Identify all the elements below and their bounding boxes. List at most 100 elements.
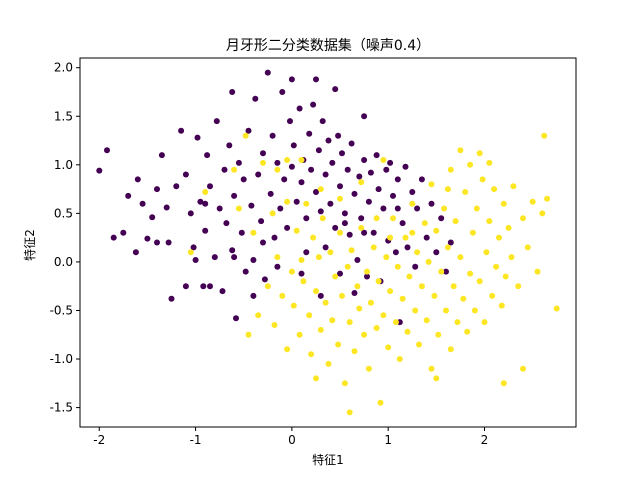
point-class1	[476, 150, 483, 157]
point-class0	[252, 95, 259, 102]
point-class1	[306, 312, 313, 319]
point-class1	[313, 288, 319, 295]
point-class0	[274, 263, 281, 270]
point-class1	[332, 273, 339, 280]
point-class0	[269, 132, 276, 139]
point-class0	[317, 208, 324, 215]
point-class1	[433, 375, 440, 382]
point-class1	[383, 254, 390, 261]
point-class0	[344, 166, 351, 173]
point-class1	[416, 341, 422, 348]
point-class1	[313, 375, 319, 382]
point-class1	[298, 257, 305, 263]
point-class1	[394, 263, 401, 270]
point-class0	[288, 76, 295, 83]
point-class1	[242, 132, 249, 139]
point-class1	[510, 183, 517, 190]
point-class1	[493, 263, 500, 270]
point-class1	[447, 166, 454, 173]
point-class1	[496, 234, 502, 241]
point-class1	[553, 305, 560, 312]
point-class0	[240, 176, 247, 183]
point-class0	[182, 283, 189, 290]
point-class0	[202, 200, 209, 207]
point-class0	[165, 239, 172, 246]
y-tick-label: 1.0	[54, 158, 73, 172]
point-class0	[313, 189, 319, 195]
point-class0	[325, 137, 332, 144]
point-class1	[231, 166, 238, 173]
point-class0	[383, 166, 390, 173]
point-class0	[229, 247, 236, 254]
point-class1	[412, 307, 419, 314]
point-class0	[447, 239, 454, 246]
point-class0	[298, 270, 305, 277]
point-class1	[404, 328, 411, 335]
point-class1	[322, 299, 329, 306]
point-class1	[515, 283, 522, 290]
point-class0	[351, 290, 358, 296]
point-class1	[447, 346, 454, 353]
point-class0	[322, 171, 329, 178]
point-class1	[500, 380, 507, 387]
point-class1	[339, 292, 345, 299]
point-class1	[406, 273, 413, 280]
x-tick-label: -2	[93, 433, 105, 447]
point-class0	[168, 295, 175, 302]
point-class0	[402, 163, 409, 170]
point-class0	[134, 176, 141, 183]
point-class1	[402, 234, 409, 241]
point-class0	[229, 89, 236, 95]
axes-layer: -2 -1 0 1 2 -1.5 -1.0 -0.5 0.0 0.5 1.0 1.5 2.0	[50, 61, 489, 447]
point-class1	[396, 356, 403, 362]
point-class1	[385, 344, 392, 351]
point-class0	[351, 190, 358, 197]
point-class1	[335, 341, 342, 348]
point-class0	[158, 152, 165, 159]
point-class0	[364, 273, 370, 280]
point-class0	[367, 169, 374, 176]
point-class1	[428, 365, 435, 372]
point-class1	[377, 399, 384, 406]
point-class1	[418, 283, 425, 290]
point-class1	[479, 176, 486, 183]
point-class1	[293, 227, 300, 234]
point-class1	[464, 328, 471, 335]
point-class1	[520, 365, 526, 372]
point-class0	[260, 150, 266, 157]
point-class1	[235, 205, 242, 212]
point-class1	[365, 365, 372, 372]
point-class1	[187, 249, 194, 256]
point-class1	[344, 263, 351, 270]
x-tick-label: 0	[288, 433, 296, 447]
point-class1	[476, 278, 483, 285]
point-class0	[341, 220, 348, 227]
point-class0	[288, 163, 295, 170]
point-class0	[207, 183, 213, 190]
point-class0	[238, 229, 245, 236]
point-class0	[182, 171, 189, 178]
point-class0	[96, 167, 103, 174]
point-class0	[248, 202, 255, 209]
point-class0	[221, 166, 228, 173]
point-class1	[505, 224, 512, 231]
point-class0	[194, 134, 201, 141]
y-tick-label: 1.5	[54, 109, 73, 123]
point-class1	[358, 179, 365, 186]
point-class1	[460, 295, 467, 302]
point-class0	[271, 234, 278, 241]
point-class0	[178, 127, 185, 134]
point-class1	[387, 234, 394, 241]
point-class1	[300, 278, 307, 285]
point-class0	[443, 268, 449, 275]
point-class0	[335, 132, 342, 139]
point-class0	[132, 249, 139, 256]
point-class1	[370, 244, 377, 251]
point-class1	[351, 348, 358, 355]
point-class1	[202, 189, 209, 195]
point-class1	[348, 247, 355, 254]
point-class0	[211, 254, 218, 261]
point-class0	[414, 205, 421, 212]
point-class0	[235, 159, 242, 166]
